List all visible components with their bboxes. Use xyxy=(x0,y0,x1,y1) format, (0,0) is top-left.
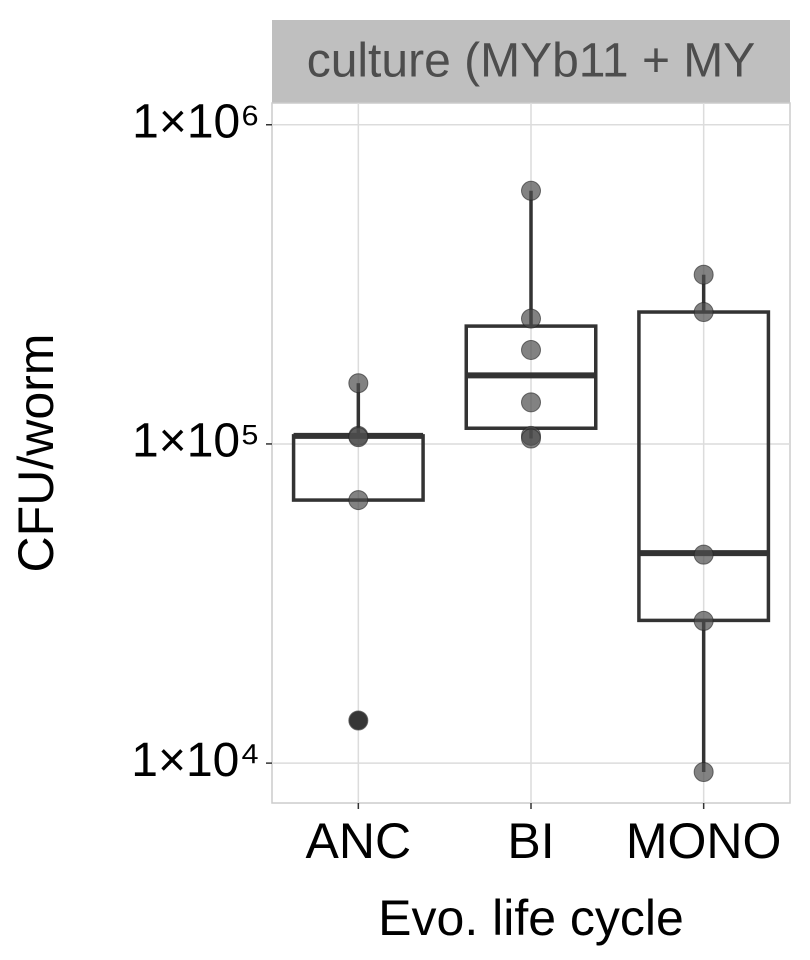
y-tick-label: 1×10⁴ xyxy=(131,734,260,787)
point xyxy=(521,339,541,360)
point xyxy=(348,490,369,511)
y-tick-label: 1×10⁵ xyxy=(132,415,260,468)
strip xyxy=(272,20,790,103)
point xyxy=(693,610,714,631)
x-tick-label: ANC xyxy=(306,813,412,869)
x-axis-title: Evo. life cycle xyxy=(378,890,684,946)
point xyxy=(693,302,714,323)
point xyxy=(693,544,714,565)
point xyxy=(521,180,541,201)
strip-title: culture (MYb11 + MY xyxy=(307,35,756,88)
point xyxy=(348,373,369,394)
point xyxy=(348,427,369,448)
point xyxy=(521,392,541,413)
point xyxy=(693,264,714,285)
x-tick-label: BI xyxy=(507,813,554,869)
x-tick-label: MONO xyxy=(626,813,782,869)
point xyxy=(521,428,541,449)
y-tick-label: 1×10⁶ xyxy=(132,95,260,148)
point xyxy=(693,761,714,782)
point xyxy=(348,710,369,731)
point xyxy=(521,308,541,329)
y-axis-title: CFU/worm xyxy=(8,334,64,573)
